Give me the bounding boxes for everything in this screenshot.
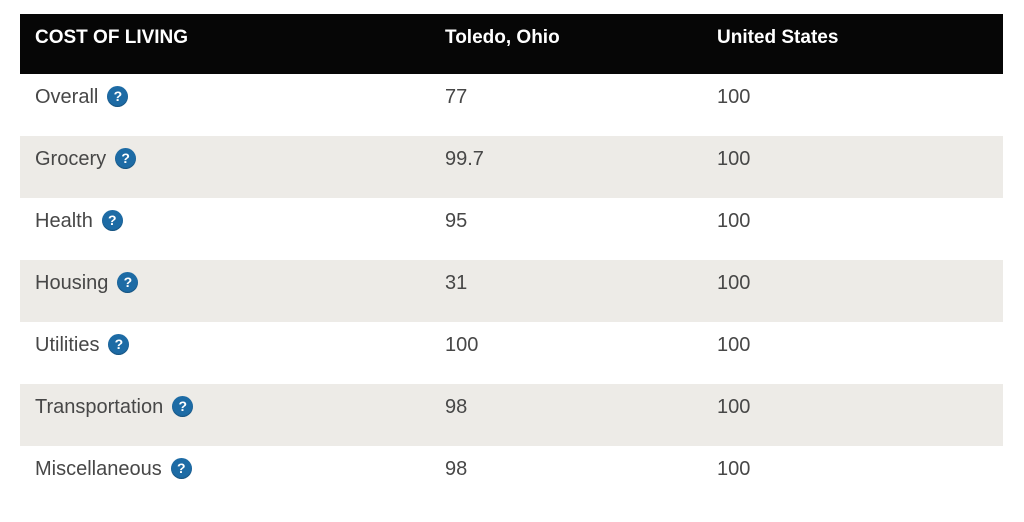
row-label: Overall — [35, 86, 99, 108]
us-value: 100 — [717, 210, 751, 232]
help-icon[interactable]: ? — [170, 458, 192, 479]
row-label: Miscellaneous — [35, 458, 162, 480]
header-toledo-ohio: Toledo, Ohio — [445, 27, 560, 48]
toledo-value: 100 — [445, 334, 479, 356]
row-label-cell: Transportation? — [20, 384, 445, 446]
row-label: Transportation — [35, 396, 164, 418]
help-icon[interactable]: ? — [115, 148, 137, 169]
table-row-health: Health? 95 100 — [20, 198, 1003, 260]
toledo-value: 77 — [445, 86, 468, 108]
toledo-value: 98 — [445, 458, 468, 480]
row-label-cell: Health? — [20, 198, 445, 260]
table-row-overall: Overall? 77 100 — [20, 74, 1003, 136]
header-united-states: United States — [717, 27, 839, 48]
us-value: 100 — [717, 458, 751, 480]
row-label-cell: Utilities? — [20, 322, 445, 384]
row-label-cell: Miscellaneous? — [20, 446, 445, 508]
table-row-utilities: Utilities? 100 100 — [20, 322, 1003, 384]
help-icon[interactable]: ? — [172, 396, 194, 417]
row-label: Housing — [35, 272, 109, 294]
row-label: Grocery — [35, 148, 107, 170]
row-label: Utilities — [35, 334, 100, 356]
us-value: 100 — [717, 86, 751, 108]
row-label: Health — [35, 210, 93, 232]
table-row-grocery: Grocery? 99.7 100 — [20, 136, 1003, 198]
table-row-miscellaneous: Miscellaneous? 98 100 — [20, 446, 1003, 508]
cost-of-living-table: COST OF LIVING Toledo, Ohio United State… — [20, 14, 1003, 508]
us-value: 100 — [717, 334, 751, 356]
toledo-value: 98 — [445, 396, 468, 418]
us-value: 100 — [717, 396, 751, 418]
toledo-value: 31 — [445, 272, 468, 294]
row-label-cell: Overall? — [20, 74, 445, 136]
us-value: 100 — [717, 148, 751, 170]
header-cost-of-living: COST OF LIVING — [35, 27, 189, 48]
toledo-value: 95 — [445, 210, 468, 232]
row-label-cell: Housing? — [20, 260, 445, 322]
row-label-cell: Grocery? — [20, 136, 445, 198]
toledo-value: 99.7 — [445, 148, 484, 170]
us-value: 100 — [717, 272, 751, 294]
help-icon[interactable]: ? — [117, 272, 139, 293]
help-icon[interactable]: ? — [108, 334, 130, 355]
table-row-transportation: Transportation? 98 100 — [20, 384, 1003, 446]
help-icon[interactable]: ? — [107, 86, 129, 107]
table-row-housing: Housing? 31 100 — [20, 260, 1003, 322]
table-header-row: COST OF LIVING Toledo, Ohio United State… — [20, 14, 1003, 74]
help-icon[interactable]: ? — [101, 210, 123, 231]
